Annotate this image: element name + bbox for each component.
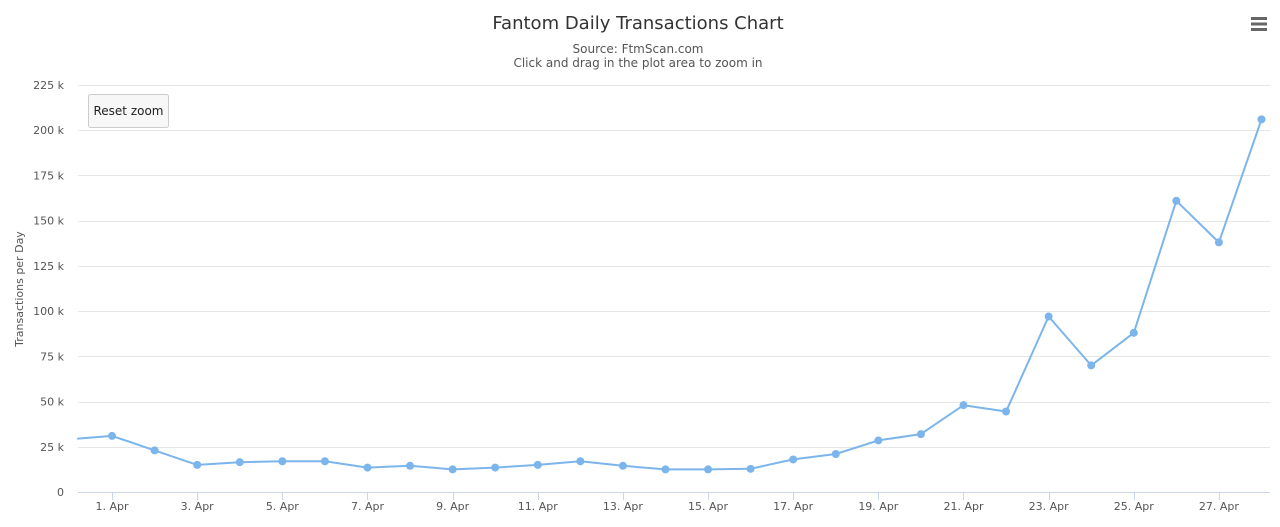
x-tick-label: 23. Apr (1029, 500, 1069, 513)
x-tick-label: 27. Apr (1199, 500, 1239, 513)
x-tick-label: 21. Apr (943, 500, 983, 513)
y-axis-title: Transactions per Day (13, 231, 26, 348)
data-point (704, 465, 713, 474)
data-point (661, 465, 670, 474)
x-tick-label: 9. Apr (436, 500, 469, 513)
data-point (1002, 407, 1011, 416)
y-tick-label: 225 k (33, 79, 64, 92)
data-point (959, 401, 968, 410)
data-point (576, 457, 585, 466)
x-tick-label: 1. Apr (96, 500, 129, 513)
data-point (789, 455, 798, 464)
x-tick-label: 5. Apr (266, 500, 299, 513)
y-tick-label: 25 k (40, 441, 64, 454)
chart-subtitle-source: Source: FtmScan.com (573, 42, 704, 56)
y-tick-label: 125 k (33, 260, 64, 273)
data-point (1172, 196, 1181, 205)
data-point (1044, 312, 1053, 321)
data-point (235, 458, 244, 467)
data-point (108, 431, 117, 440)
x-tick-label: 13. Apr (603, 500, 643, 513)
y-tick-label: 0 (57, 486, 64, 499)
chart-title: Fantom Daily Transactions Chart (492, 13, 783, 34)
y-tick-label: 175 k (33, 169, 64, 182)
hamburger-menu-icon[interactable] (1244, 14, 1272, 36)
y-axis: 0 25 k 50 k 75 k 100 k 125 k 150 k 175 k 200 k 22… (33, 79, 64, 499)
x-axis: 1. Apr 3. Apr 5. Apr 7. Apr 9. Apr 11. Apr 13.… (78, 492, 1270, 513)
series-transactions (77, 115, 1266, 474)
reset-zoom-button[interactable]: Reset zoom (88, 94, 169, 128)
y-tick-label: 200 k (33, 124, 64, 137)
data-point (320, 457, 329, 466)
chart-subtitle-hint: Click and drag in the plot area to zoom … (513, 56, 762, 70)
y-tick-label: 150 k (33, 215, 64, 228)
data-point (1129, 328, 1138, 337)
data-point (831, 450, 840, 459)
data-point (1257, 115, 1266, 124)
data-point (278, 457, 287, 466)
x-tick-label: 3. Apr (181, 500, 214, 513)
data-point (618, 461, 627, 470)
data-point (1087, 361, 1096, 370)
data-point (1214, 238, 1223, 247)
x-tick-label: 7. Apr (351, 500, 384, 513)
data-point (916, 430, 925, 439)
x-tick-label: 19. Apr (858, 500, 898, 513)
series-line (77, 118, 1263, 471)
reset-zoom-label: Reset zoom (93, 104, 163, 118)
data-point (448, 465, 457, 474)
x-tick-label: 11. Apr (518, 500, 558, 513)
x-tick-label: 17. Apr (773, 500, 813, 513)
y-tick-label: 75 k (40, 350, 64, 363)
data-point (406, 461, 415, 470)
x-tick-label: 25. Apr (1114, 500, 1154, 513)
data-point (150, 446, 159, 455)
y-tick-label: 100 k (33, 305, 64, 318)
data-point (874, 436, 883, 445)
data-point (533, 460, 542, 469)
y-tick-label: 50 k (40, 396, 64, 409)
grid-lines (78, 85, 1270, 448)
data-point (491, 463, 500, 472)
data-point (746, 464, 755, 473)
data-point (363, 463, 372, 472)
x-tick-label: 15. Apr (688, 500, 728, 513)
data-point (193, 460, 202, 469)
